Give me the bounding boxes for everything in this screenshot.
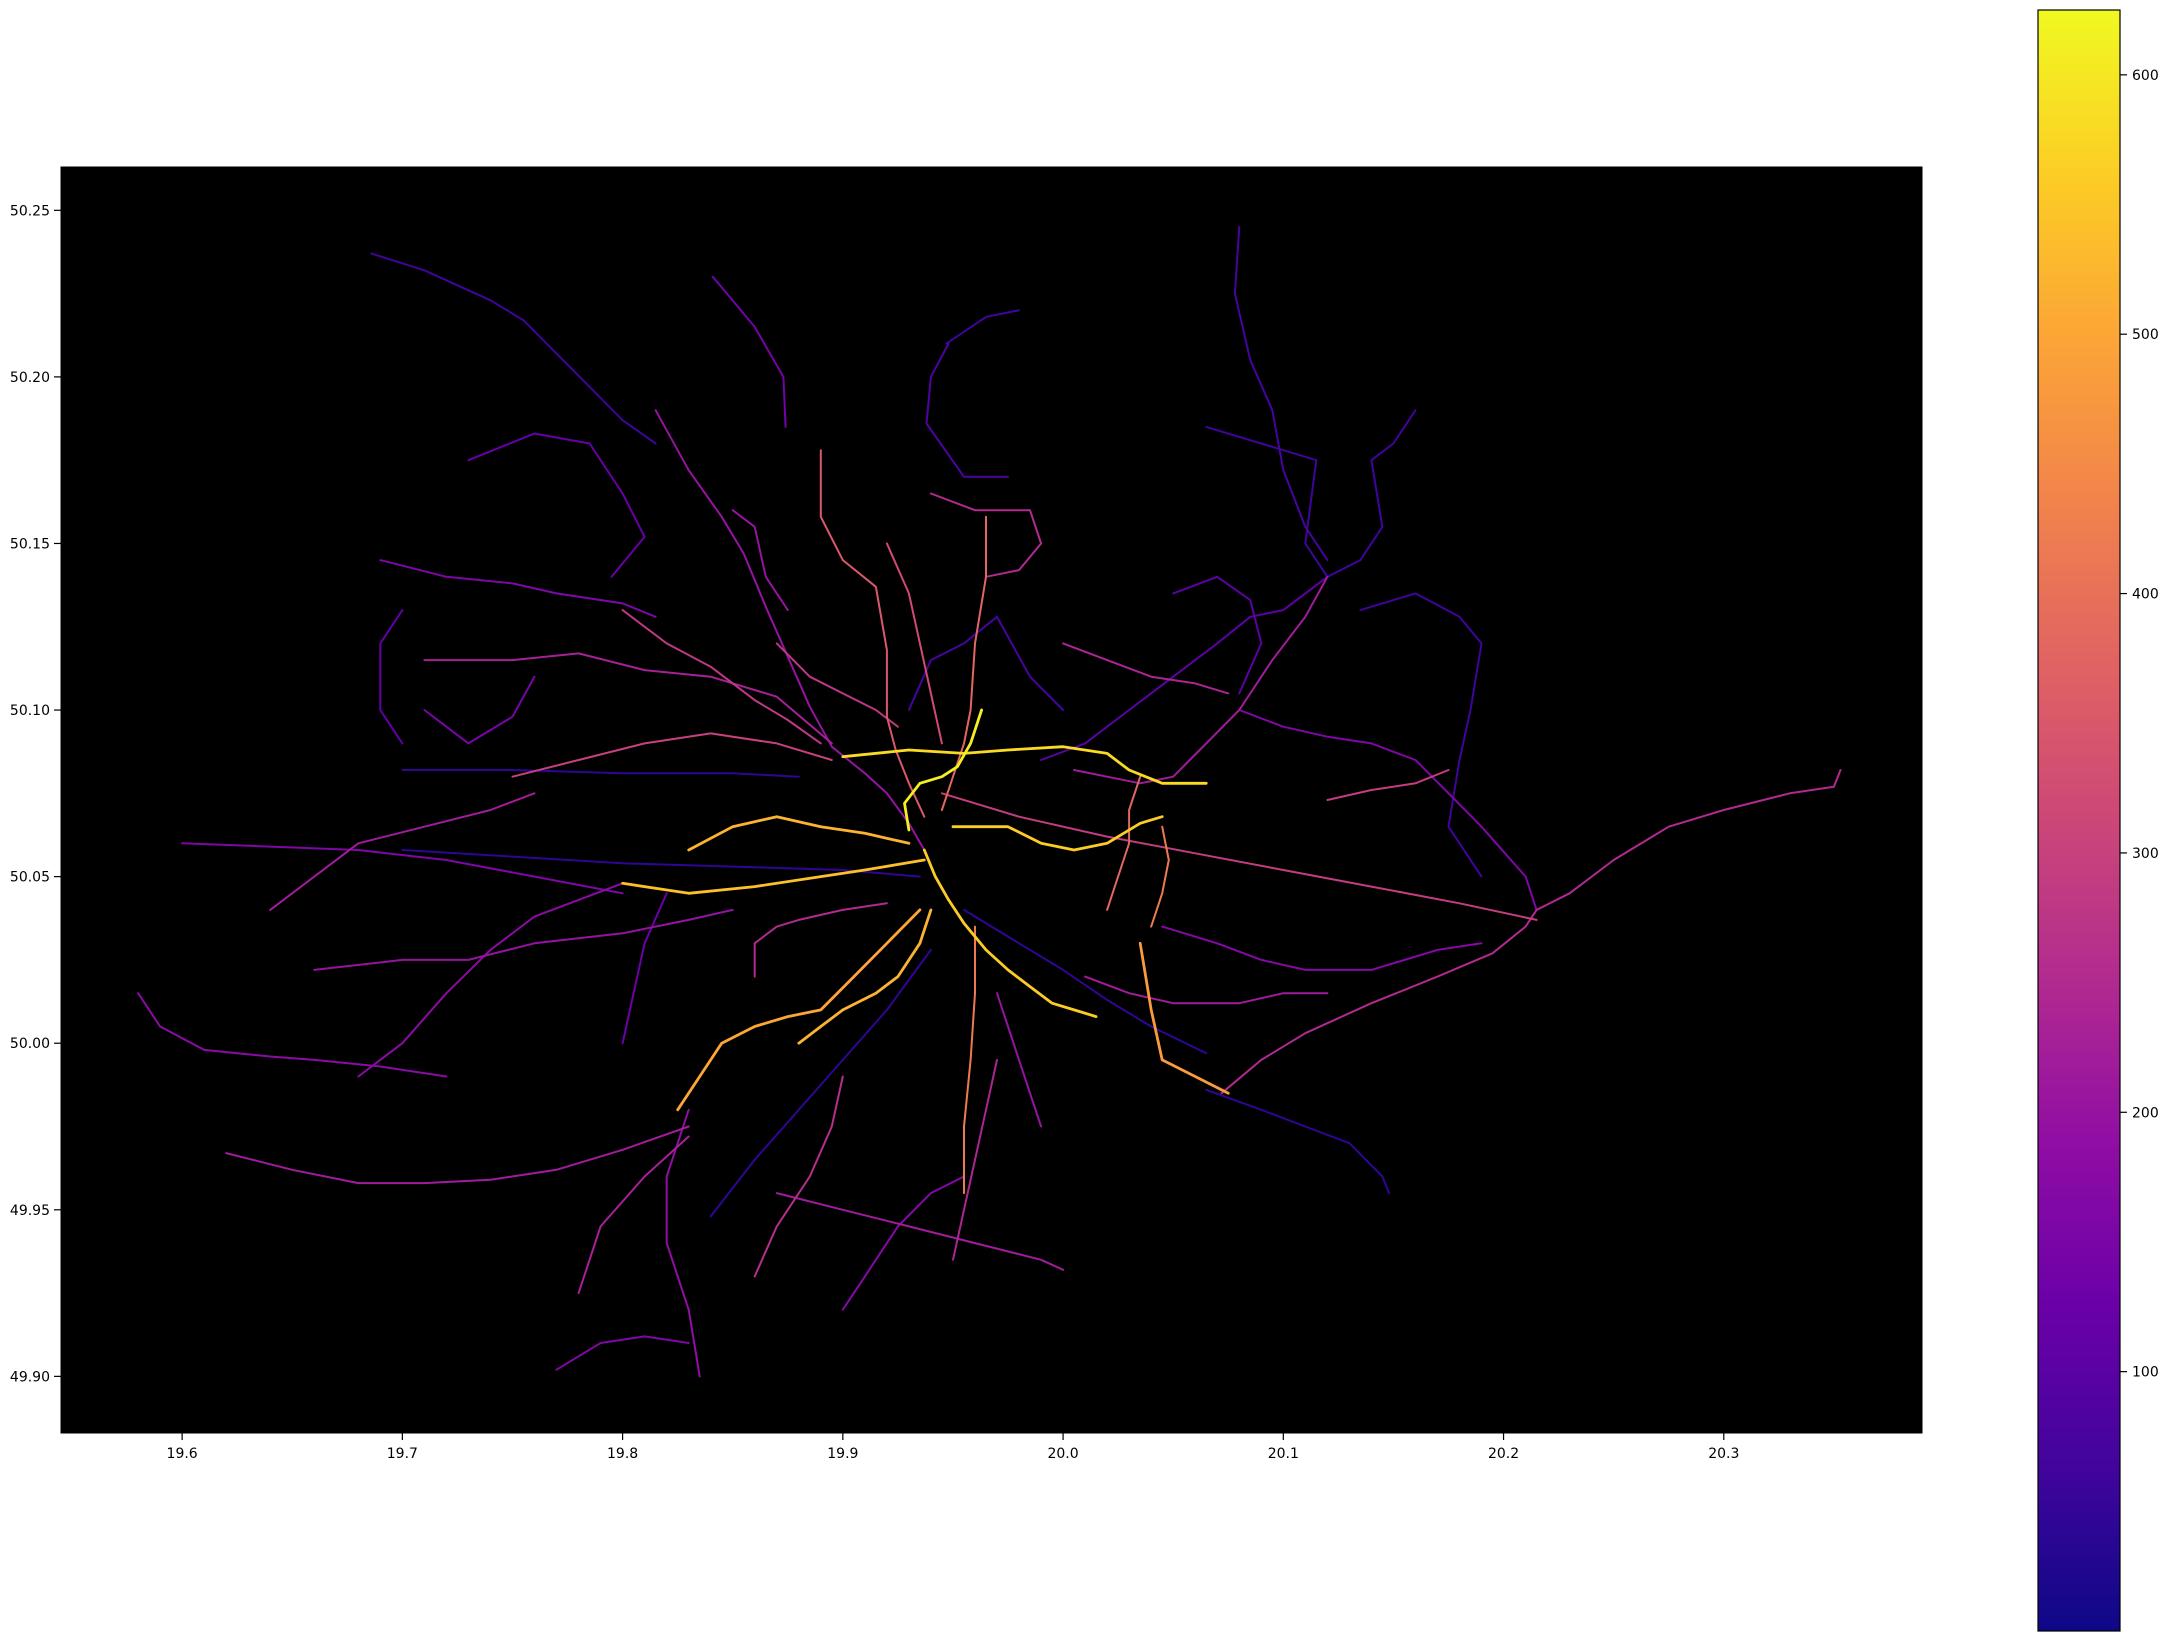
route-line-51 [1040, 575, 1329, 761]
colorbar-tick-label: 200 [2132, 1105, 2159, 1121]
x-tick-label: 19.9 [827, 1446, 858, 1462]
route-line-48 [1238, 709, 1538, 911]
route-line-28 [1150, 825, 1170, 928]
route-line-39 [313, 908, 734, 971]
y-tick-label: 49.95 [10, 1203, 50, 1219]
route-line-33 [467, 432, 646, 578]
route-line-10 [1326, 409, 1417, 578]
route-line-16 [1326, 769, 1450, 801]
x-tick-label: 20.1 [1268, 1446, 1299, 1462]
route-line-42 [555, 1335, 690, 1371]
route-line-29 [511, 732, 833, 778]
route-line-37 [225, 1125, 690, 1185]
route-line-36 [357, 882, 624, 1078]
route-line-14 [1220, 908, 1538, 1095]
y-tick-label: 50.05 [10, 870, 50, 886]
colorbar-axis: 100 200 300 400 500 600 [2120, 68, 2159, 1381]
plot-frame [60, 166, 1923, 1434]
route-line-63 [423, 675, 536, 745]
route-line-13 [1535, 769, 1842, 911]
route-line-41 [665, 1108, 701, 1378]
x-tick-label: 19.6 [167, 1446, 198, 1462]
route-line-22 [951, 815, 1164, 852]
route-line-24 [676, 908, 922, 1112]
route-line-43 [775, 1192, 1065, 1271]
route-line-53 [775, 642, 899, 728]
route-line-34 [181, 842, 624, 895]
route-line-46 [1084, 975, 1329, 1005]
route-line-4 [925, 342, 1009, 478]
route-line-54 [621, 892, 668, 1045]
route-line-20 [621, 858, 926, 895]
route-line-17 [922, 848, 1098, 1018]
colorbar [2037, 9, 2121, 1632]
route-line-11 [1073, 575, 1329, 785]
map-plot-area [61, 167, 1922, 1433]
route-line-26 [1138, 941, 1230, 1095]
route-line-25 [963, 925, 976, 1195]
route-line-61 [1205, 1088, 1390, 1195]
x-tick-label: 20.0 [1047, 1446, 1078, 1462]
route-line-27 [1106, 775, 1142, 911]
x-tick-label: 20.3 [1708, 1446, 1739, 1462]
route-line-30 [423, 652, 833, 745]
route-line-23 [797, 908, 933, 1045]
route-line-15 [940, 792, 1538, 921]
route-line-12 [1359, 592, 1483, 878]
route-line-38 [269, 792, 536, 911]
route-line-65 [753, 902, 888, 978]
route-line-55 [753, 1075, 844, 1278]
colorbar-tick-label: 400 [2132, 587, 2159, 603]
route-line-6 [940, 515, 987, 811]
y-axis: 50.25 50.20 50.15 50.10 50.05 50.00 49.95 49.90 [10, 203, 61, 1385]
route-line-0 [370, 252, 657, 445]
y-tick-label: 50.15 [10, 536, 50, 552]
colorbar-tick-label: 300 [2132, 846, 2159, 862]
route-line-3 [945, 309, 1020, 345]
route-line-49 [1172, 575, 1263, 695]
route-line-58 [401, 769, 800, 778]
y-tick-label: 50.20 [10, 370, 50, 386]
route-line-62 [907, 615, 1065, 711]
y-tick-label: 49.90 [10, 1369, 50, 1385]
route-line-8 [1233, 226, 1329, 562]
y-tick-label: 50.00 [10, 1036, 50, 1052]
y-tick-label: 50.10 [10, 703, 50, 719]
route-line-56 [952, 1058, 998, 1261]
route-line-66 [731, 509, 789, 612]
route-line-64 [379, 609, 404, 745]
route-line-40 [577, 1135, 690, 1295]
route-line-60 [963, 908, 1208, 1055]
route-line-47 [1161, 925, 1483, 971]
routes-layer [137, 226, 1842, 1378]
route-line-18 [903, 708, 983, 832]
route-line-21 [687, 815, 911, 852]
route-line-35 [137, 992, 448, 1078]
colorbar-tick-label: 100 [2132, 1365, 2159, 1381]
x-tick-label: 19.8 [607, 1446, 638, 1462]
route-line-32 [379, 559, 657, 618]
route-line-45 [996, 992, 1043, 1128]
route-line-44 [841, 1175, 965, 1311]
colorbar-tick-label: 600 [2132, 68, 2159, 84]
y-tick-label: 50.25 [10, 203, 50, 219]
route-line-5 [819, 449, 926, 818]
x-tick-label: 20.2 [1488, 1446, 1519, 1462]
route-line-2 [711, 275, 787, 428]
route-line-57 [709, 948, 932, 1218]
x-tick-label: 19.7 [387, 1446, 418, 1462]
route-line-50 [1062, 642, 1230, 695]
route-line-1 [654, 409, 926, 851]
x-axis: 19.6 19.7 19.8 19.9 20.0 20.1 20.2 20.3 [167, 1433, 1739, 1462]
route-line-19 [841, 745, 1208, 785]
route-line-9 [1205, 425, 1329, 578]
route-line-7 [929, 492, 1043, 578]
route-line-52 [885, 542, 943, 745]
route-line-31 [621, 609, 822, 745]
colorbar-tick-label: 500 [2132, 327, 2159, 343]
